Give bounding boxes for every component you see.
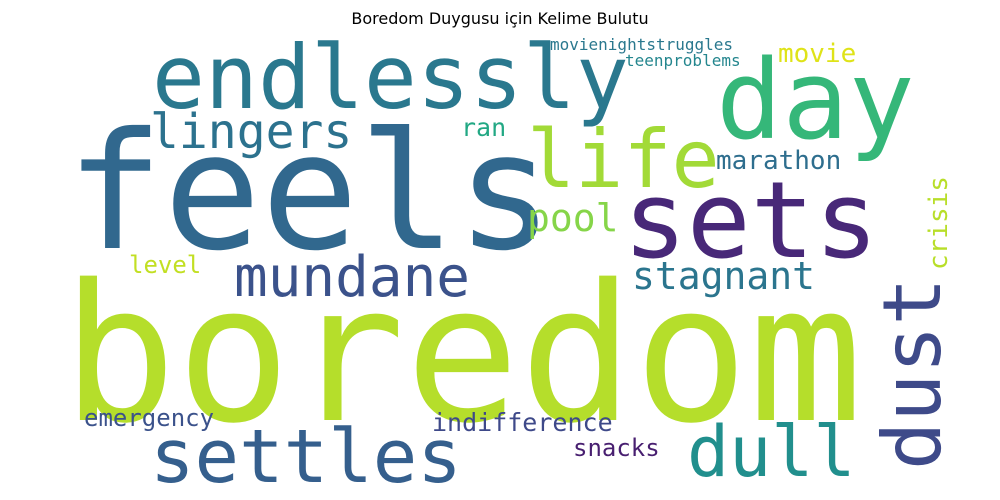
cloud-word-endlessly: endlessly xyxy=(152,26,629,129)
cloud-word-movie: movie xyxy=(778,39,856,69)
cloud-word-dust: dust xyxy=(866,277,959,470)
cloud-word-lingers: lingers xyxy=(150,104,352,160)
cloud-word-crisis: crisis xyxy=(924,176,954,270)
cloud-word-movienightstruggles: movienightstruggles xyxy=(550,35,733,54)
cloud-word-marathon: marathon xyxy=(716,146,841,176)
cloud-word-mundane: mundane xyxy=(234,245,470,310)
cloud-word-feels: feels xyxy=(66,99,554,287)
chart-title: Boredom Duygusu için Kelime Bulutu xyxy=(351,9,649,28)
cloud-word-level: level xyxy=(129,251,201,279)
cloud-word-pool: pool xyxy=(527,196,619,240)
cloud-word-indifference: indifference xyxy=(432,408,613,437)
cloud-word-ran: ran xyxy=(461,113,506,142)
cloud-word-dull: dull xyxy=(687,411,856,493)
cloud-word-settles: settles xyxy=(150,414,462,500)
cloud-word-teenproblems: teenproblems xyxy=(625,51,741,70)
cloud-word-snacks: snacks xyxy=(573,434,660,462)
cloud-word-sets: sets xyxy=(623,159,878,282)
cloud-word-day: day xyxy=(716,36,915,164)
cloud-word-life: life xyxy=(527,113,720,206)
cloud-word-emergency: emergency xyxy=(84,404,214,432)
cloud-word-boredom: boredom xyxy=(62,244,863,465)
cloud-word-stagnant: stagnant xyxy=(632,254,815,298)
